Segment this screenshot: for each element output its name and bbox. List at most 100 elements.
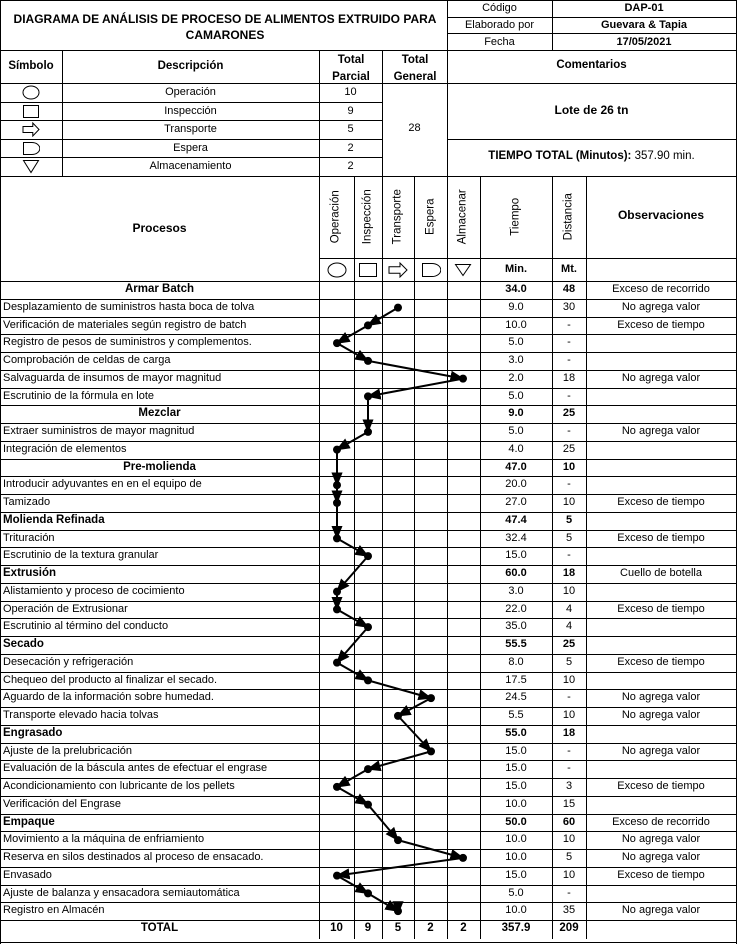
grid-line (0, 281, 737, 282)
tiempo-cell: 5.0 (508, 390, 524, 402)
flow-arrow (336, 661, 370, 682)
distancia-cell: - (567, 336, 571, 348)
grid-line (0, 102, 383, 103)
process-step-label: Aguardo de la información sobre humedad. (3, 691, 214, 703)
distancia-cell: 3 (565, 780, 573, 792)
total-inspeccion: 9 (364, 922, 372, 934)
distancia-cell: 10 (562, 585, 576, 597)
flow-point (364, 427, 372, 436)
grid-line (0, 814, 737, 815)
distancia-cell: - (567, 425, 571, 437)
tiempo-cell: 60.0 (505, 567, 527, 579)
d-shape-icon (22, 141, 41, 156)
tiempo-cell: 5.0 (508, 887, 524, 899)
distancia-cell: 5 (565, 851, 573, 863)
tiempo-cell: 15.0 (505, 762, 527, 774)
tiempo-total-value: 357.90 min. (634, 150, 695, 162)
grid-line (62, 50, 63, 177)
flow-point (364, 889, 372, 898)
distancia-cell: - (567, 691, 571, 703)
grid-line (0, 849, 737, 850)
flow-point (364, 676, 372, 685)
grid-line (382, 50, 383, 177)
distancia-cell: 60 (562, 816, 576, 828)
grid-line (0, 139, 383, 140)
flow-point (333, 782, 341, 791)
grid-line (552, 0, 553, 51)
observacion-cell: No agrega valor (621, 745, 701, 757)
tiempo-cell: 5.0 (508, 425, 524, 437)
observacion-cell: No agrega valor (621, 301, 701, 313)
flow-point (364, 765, 372, 774)
tiempo-cell: 35.0 (505, 620, 527, 632)
observacion-cell: Exceso de recorrido (612, 816, 710, 828)
observacion-cell: Cuello de botella (620, 567, 702, 579)
section-label: Armar Batch (124, 283, 195, 295)
grid-line (0, 512, 737, 513)
flow-point (364, 552, 372, 561)
col-total-general-header: Total General (393, 54, 437, 83)
section-label: Secado (3, 638, 44, 650)
tiempo-cell: 4.0 (508, 443, 524, 455)
grid-line (0, 867, 737, 868)
distancia-cell: 5 (565, 656, 573, 668)
tiempo-cell: 55.0 (505, 727, 527, 739)
grid-line (552, 176, 553, 939)
observacion-cell: No agrega valor (621, 372, 701, 384)
tiempo-cell: 50.0 (505, 816, 527, 828)
tiempo-cell: 8.0 (508, 656, 524, 668)
process-step-label: Ajuste de la prelubricación (3, 745, 133, 757)
process-step-label: Transporte elevado hacia tolvas (3, 709, 159, 721)
flow-arrow (366, 306, 399, 327)
unit-distancia: Mt. (561, 263, 577, 275)
distancia-cell: - (567, 354, 571, 366)
grid-line (0, 831, 737, 832)
flow-arrow (336, 537, 370, 557)
flow-point (333, 445, 341, 454)
flow-arrow (335, 431, 369, 451)
distancia-cell: - (567, 478, 571, 490)
observacion-cell: Exceso de tiempo (617, 496, 705, 508)
fecha-label: Fecha (484, 36, 515, 48)
process-step-label: Escrutinio al término del conducto (3, 620, 169, 632)
distancia-cell: - (567, 319, 571, 331)
process-step-label: Operación de Extrusionar (3, 603, 128, 615)
flow-point (333, 605, 341, 614)
flow-point (427, 747, 435, 756)
flow-point (427, 694, 435, 703)
flow-arrow (367, 892, 400, 912)
total-espera: 2 (427, 922, 434, 934)
distancia-cell: 10 (562, 461, 576, 473)
flow-arrow (336, 626, 369, 664)
col-descripcion-header: Descripción (157, 60, 224, 72)
distancia-cell: 35 (562, 904, 576, 916)
tiempo-total-label: TIEMPO TOTAL (Minutos): (488, 150, 632, 162)
distancia-cell: - (567, 887, 571, 899)
total-general-value: 28 (408, 122, 421, 134)
flow-arrow (367, 679, 433, 701)
process-step-label: Escrutinio de la fórmula en lote (3, 390, 155, 402)
flow-point (333, 587, 341, 596)
distancia-cell: 4 (565, 620, 573, 632)
process-step-label: Reserva en silos destinados al proceso d… (3, 851, 264, 863)
distancia-cell: - (567, 745, 571, 757)
grid-line (0, 725, 737, 726)
observacion-cell: No agrega valor (621, 691, 701, 703)
observacion-cell: Exceso de tiempo (617, 319, 705, 331)
col-comentarios-header: Comentarios (556, 59, 627, 71)
process-step-label: Evaluación de la báscula antes de efectu… (3, 762, 268, 774)
flow-point (333, 339, 341, 348)
distancia-cell: 10 (562, 833, 576, 845)
grid-line (0, 334, 737, 335)
col-simbolo-header: Símbolo (8, 60, 54, 72)
process-step-label: Movimiento a la máquina de enfriamiento (3, 833, 205, 845)
summary-row-label: Almacenamiento (149, 160, 232, 172)
total-label: TOTAL (140, 922, 179, 934)
process-step-label: Ajuste de balanza y ensacadora semiautom… (3, 887, 240, 899)
circle-icon (22, 85, 40, 100)
grid-line (0, 920, 737, 921)
grid-line (0, 176, 737, 177)
flow-arrow (336, 608, 370, 628)
distancia-cell: 5 (565, 532, 573, 544)
col-observaciones-header: Observaciones (617, 208, 705, 222)
